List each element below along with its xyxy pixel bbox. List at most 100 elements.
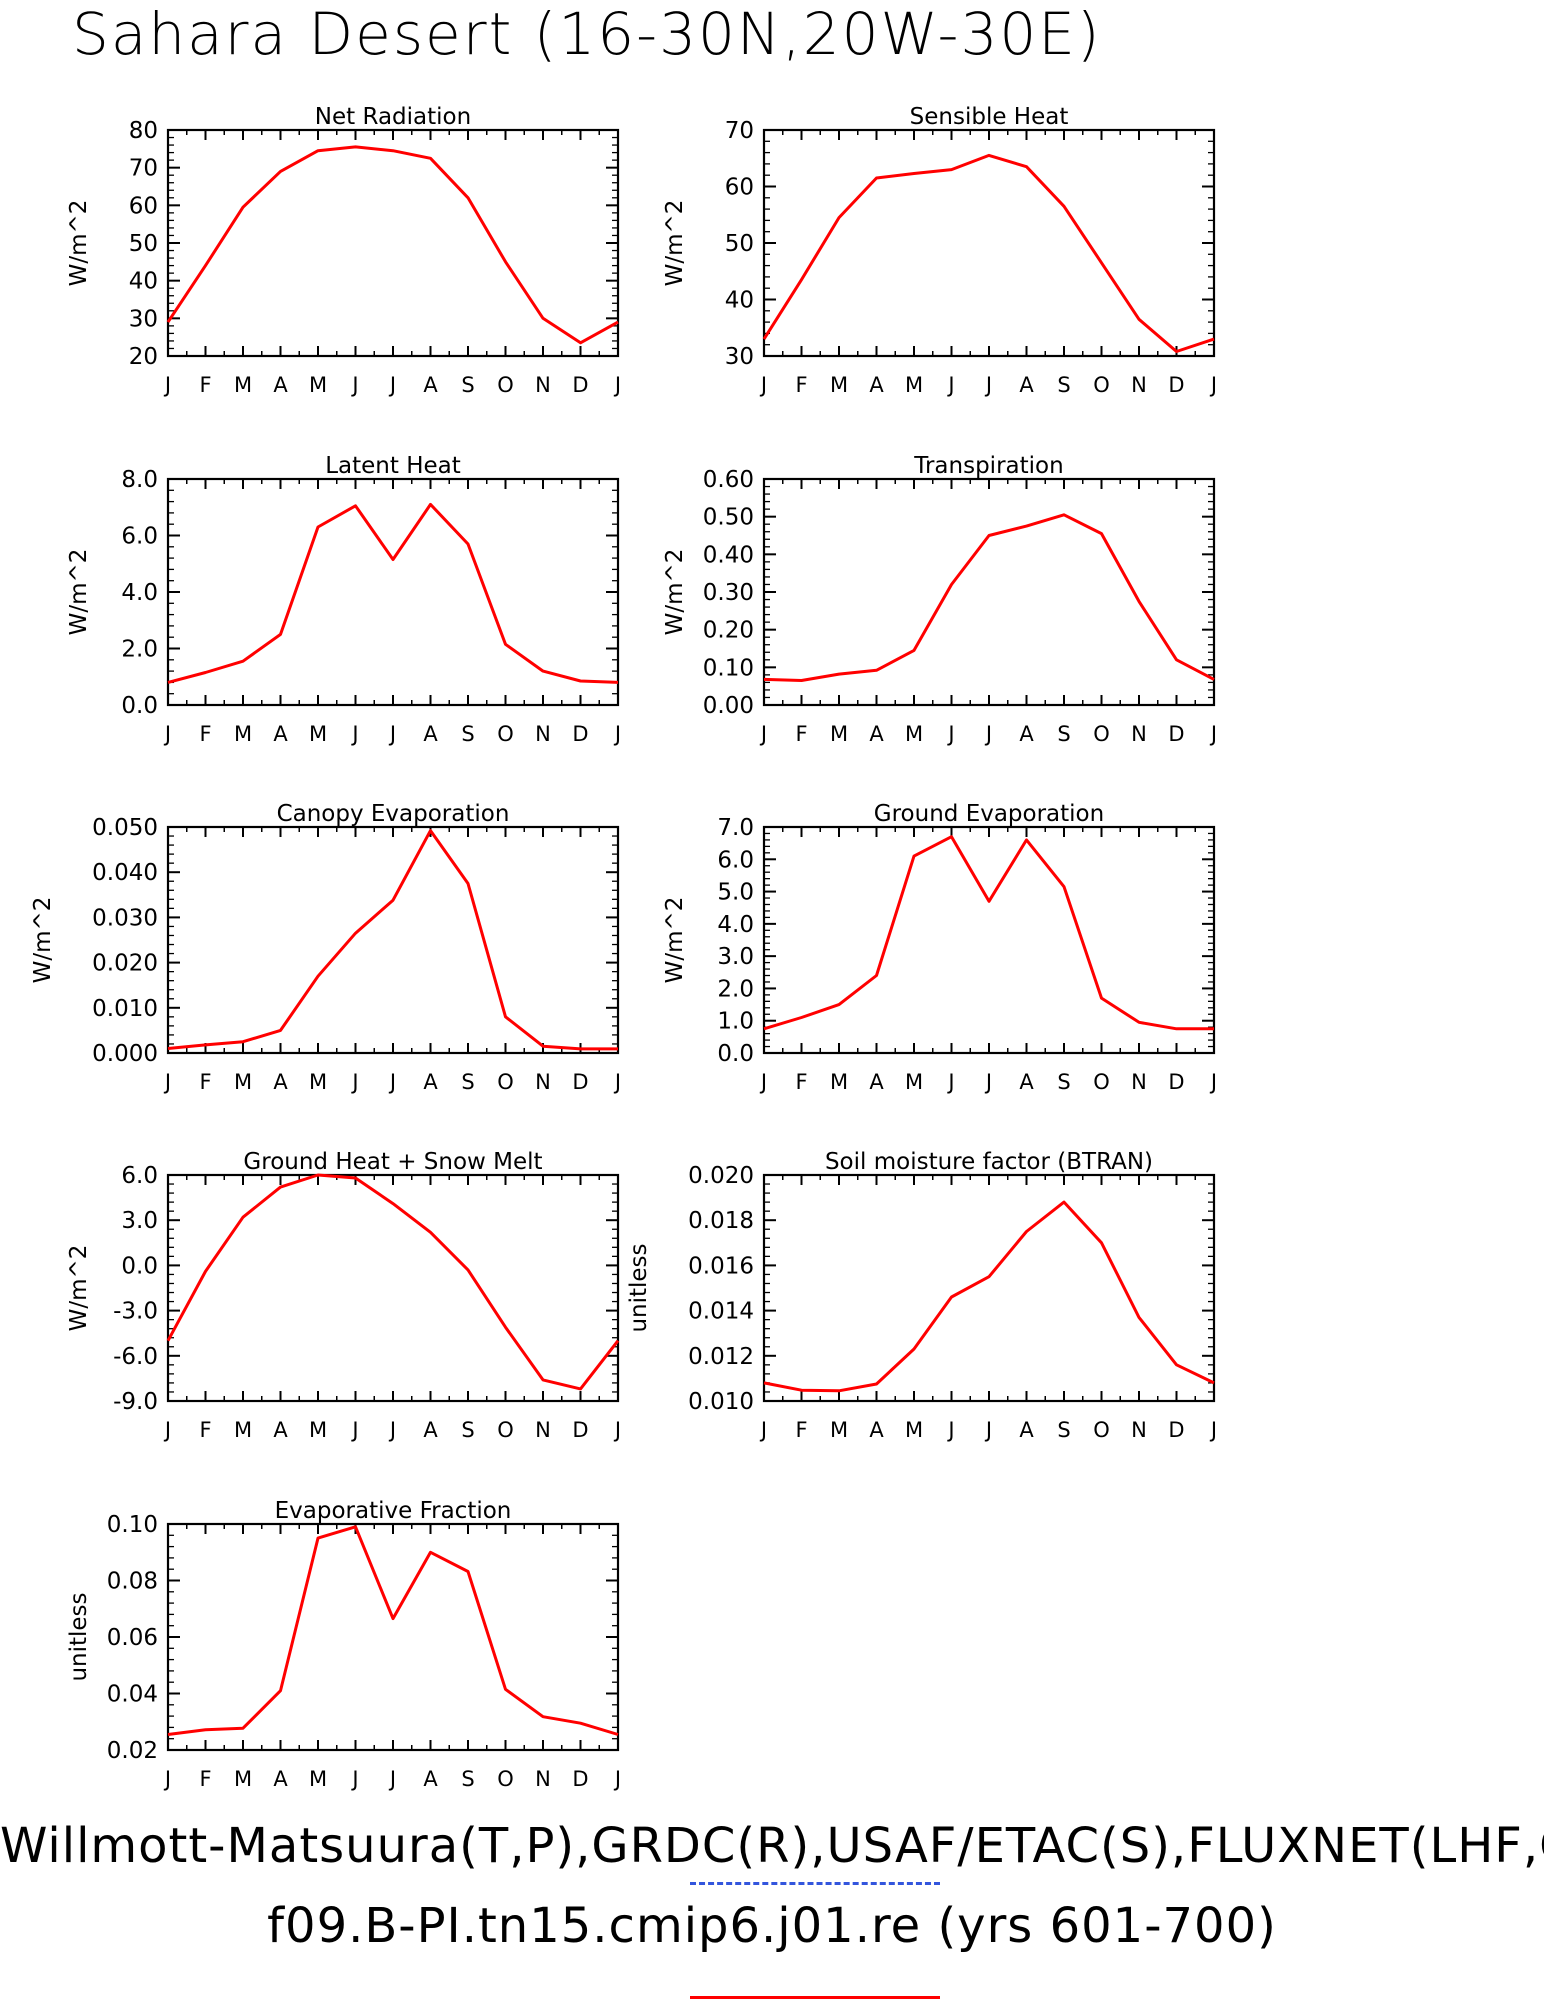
- series-line: [763, 835, 1214, 1031]
- x-tick-label: O: [497, 1418, 514, 1442]
- y-tick-label: 2.0: [717, 976, 754, 1002]
- x-tick-label: M: [234, 1070, 252, 1094]
- y-tick-label: 0.020: [92, 951, 158, 977]
- x-tick-label: M: [830, 1070, 848, 1094]
- x-tick-label: A: [423, 722, 438, 746]
- x-tick-label: J: [984, 373, 992, 397]
- x-tick-label: O: [497, 373, 514, 397]
- x-tick-label: S: [1057, 373, 1070, 397]
- x-tick-label: D: [572, 1070, 588, 1094]
- y-tick-label: 6.0: [717, 847, 754, 873]
- y-tick-label: 0.010: [92, 996, 158, 1022]
- y-tick-label: 40: [725, 288, 754, 314]
- page-title: Sahara Desert (16-30N,20W-30E): [72, 0, 1102, 68]
- y-tick-label: 0.50: [703, 505, 754, 531]
- x-tick-label: D: [572, 373, 588, 397]
- x-tick-label: D: [572, 1418, 588, 1442]
- chart-transpiration: J F M A M J J A S O N D J0.000.100.200.300.400.500.6…: [662, 453, 1217, 746]
- x-tick-label: J: [946, 373, 954, 397]
- x-tick-label: M: [830, 373, 848, 397]
- x-tick-label: J: [163, 1767, 171, 1791]
- y-tick-label: 20: [129, 344, 158, 370]
- plot-frame: [762, 1173, 1216, 1403]
- x-tick-label: J: [388, 373, 396, 397]
- chart-title: Transpiration: [913, 453, 1063, 479]
- x-tick-label: N: [535, 722, 551, 746]
- x-tick-label: J: [613, 373, 621, 397]
- x-tick-label: A: [423, 1418, 438, 1442]
- y-tick-label: 0.020: [688, 1163, 754, 1189]
- y-tick-label: 4.0: [121, 580, 158, 606]
- x-tick-label: J: [388, 1418, 396, 1442]
- x-tick-label: J: [946, 1418, 954, 1442]
- x-tick-label: F: [199, 373, 211, 397]
- plot-frame: [166, 825, 620, 1055]
- x-tick-label: O: [1093, 1418, 1110, 1442]
- y-tick-label: 0.014: [688, 1299, 754, 1325]
- x-tick-label: A: [1019, 373, 1034, 397]
- y-tick-label: 0.016: [688, 1253, 754, 1279]
- y-tick-label: 70: [129, 156, 158, 182]
- x-tick-label: A: [273, 1767, 288, 1791]
- x-tick-label: A: [869, 722, 884, 746]
- data-sources-caption: Willmott-Matsuura(T,P),GRDC(R),USAF/ETAC…: [0, 1818, 1544, 1874]
- y-tick-label: 7.0: [717, 815, 754, 841]
- x-tick-label: J: [613, 722, 621, 746]
- x-tick-label: J: [350, 373, 358, 397]
- y-axis-label: W/m^2: [662, 897, 688, 984]
- x-tick-label: M: [309, 1070, 327, 1094]
- x-tick-label: F: [199, 1418, 211, 1442]
- y-tick-label: 0.60: [703, 467, 754, 493]
- series-line: [763, 513, 1215, 682]
- chart-title: Net Radiation: [315, 104, 471, 130]
- x-tick-label: J: [163, 1418, 171, 1442]
- y-tick-label: 40: [129, 269, 158, 295]
- y-tick-label: 1.0: [717, 1009, 754, 1035]
- x-tick-label: J: [613, 1418, 621, 1442]
- y-tick-label: 0.40: [703, 542, 754, 568]
- x-tick-label: A: [869, 1070, 884, 1094]
- x-tick-label: O: [1093, 722, 1110, 746]
- y-tick-label: 0.04: [107, 1682, 158, 1708]
- x-tick-label: J: [984, 722, 992, 746]
- series-line: [763, 1200, 1215, 1393]
- y-tick-label: 80: [129, 118, 158, 144]
- plot-frame: [762, 477, 1216, 707]
- x-tick-label: F: [199, 1767, 211, 1791]
- x-tick-label: S: [1057, 722, 1070, 746]
- y-tick-label: 0.0: [717, 1041, 754, 1067]
- x-tick-label: S: [461, 722, 474, 746]
- x-tick-label: J: [1209, 373, 1217, 397]
- x-tick-label: N: [1131, 373, 1147, 397]
- series-line: [167, 829, 618, 1051]
- series-line: [166, 145, 619, 345]
- y-tick-label: 0.0: [121, 693, 158, 719]
- y-tick-label: 0.08: [107, 1569, 158, 1595]
- y-tick-label: -6.0: [113, 1344, 158, 1370]
- x-tick-label: F: [199, 722, 211, 746]
- chart-ground-heat-snow-melt: J F M A M J J A S O N D J-9.0-6.0-3.00.03.06.0Ground…: [66, 1149, 621, 1442]
- x-tick-label: O: [497, 1767, 514, 1791]
- x-tick-label: O: [1093, 1070, 1110, 1094]
- y-axis-label: W/m^2: [66, 549, 92, 636]
- x-tick-label: J: [984, 1070, 992, 1094]
- y-tick-label: 50: [129, 231, 158, 257]
- x-tick-label: J: [350, 1418, 358, 1442]
- x-tick-label: J: [163, 1070, 171, 1094]
- plot-frame: [762, 825, 1216, 1055]
- y-tick-label: 0.10: [107, 1512, 158, 1538]
- x-tick-label: N: [535, 1070, 551, 1094]
- y-tick-label: 50: [725, 231, 754, 257]
- x-tick-label: J: [350, 1767, 358, 1791]
- x-tick-label: M: [309, 1767, 327, 1791]
- y-axis-label: W/m^2: [66, 1245, 92, 1332]
- x-tick-label: N: [1131, 1418, 1147, 1442]
- x-tick-label: A: [273, 722, 288, 746]
- y-tick-label: 6.0: [121, 1163, 158, 1189]
- x-tick-label: D: [572, 1767, 588, 1791]
- x-tick-label: N: [535, 373, 551, 397]
- x-tick-label: A: [273, 373, 288, 397]
- x-tick-label: D: [1168, 373, 1184, 397]
